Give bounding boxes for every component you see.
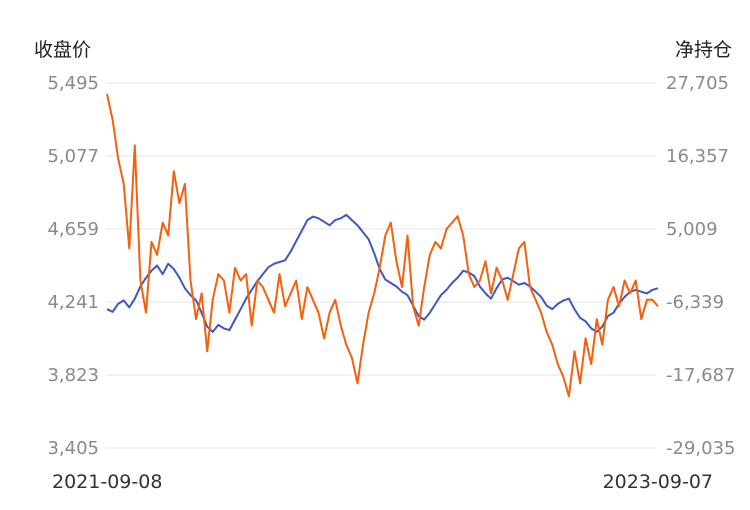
left-tick-label: 3,823 bbox=[47, 365, 99, 386]
net-position-line bbox=[106, 93, 659, 398]
right-tick-label: -6,339 bbox=[666, 292, 724, 313]
left-axis-ticks: 5,495 5,077 4,659 4,241 3,823 3,405 bbox=[47, 73, 99, 459]
right-tick-label: -17,687 bbox=[666, 365, 735, 386]
right-tick-label: 16,357 bbox=[666, 146, 729, 167]
right-tick-label: 27,705 bbox=[666, 73, 729, 94]
x-start-label: 2021-09-08 bbox=[52, 471, 162, 493]
left-tick-label: 3,405 bbox=[47, 438, 99, 459]
right-axis-ticks: 27,705 16,357 5,009 -6,339 -17,687 -29,035 bbox=[666, 73, 735, 459]
right-tick-label: -29,035 bbox=[666, 438, 735, 459]
right-tick-label: 5,009 bbox=[666, 219, 718, 240]
left-tick-label: 5,077 bbox=[47, 146, 99, 167]
x-end-label: 2023-09-07 bbox=[603, 471, 713, 493]
left-tick-label: 4,241 bbox=[47, 292, 99, 313]
left-tick-label: 4,659 bbox=[47, 219, 99, 240]
left-axis-title: 收盘价 bbox=[34, 39, 91, 61]
series-lines bbox=[106, 93, 659, 398]
right-axis-title: 净持仓 bbox=[675, 39, 732, 61]
left-tick-label: 5,495 bbox=[47, 73, 99, 94]
